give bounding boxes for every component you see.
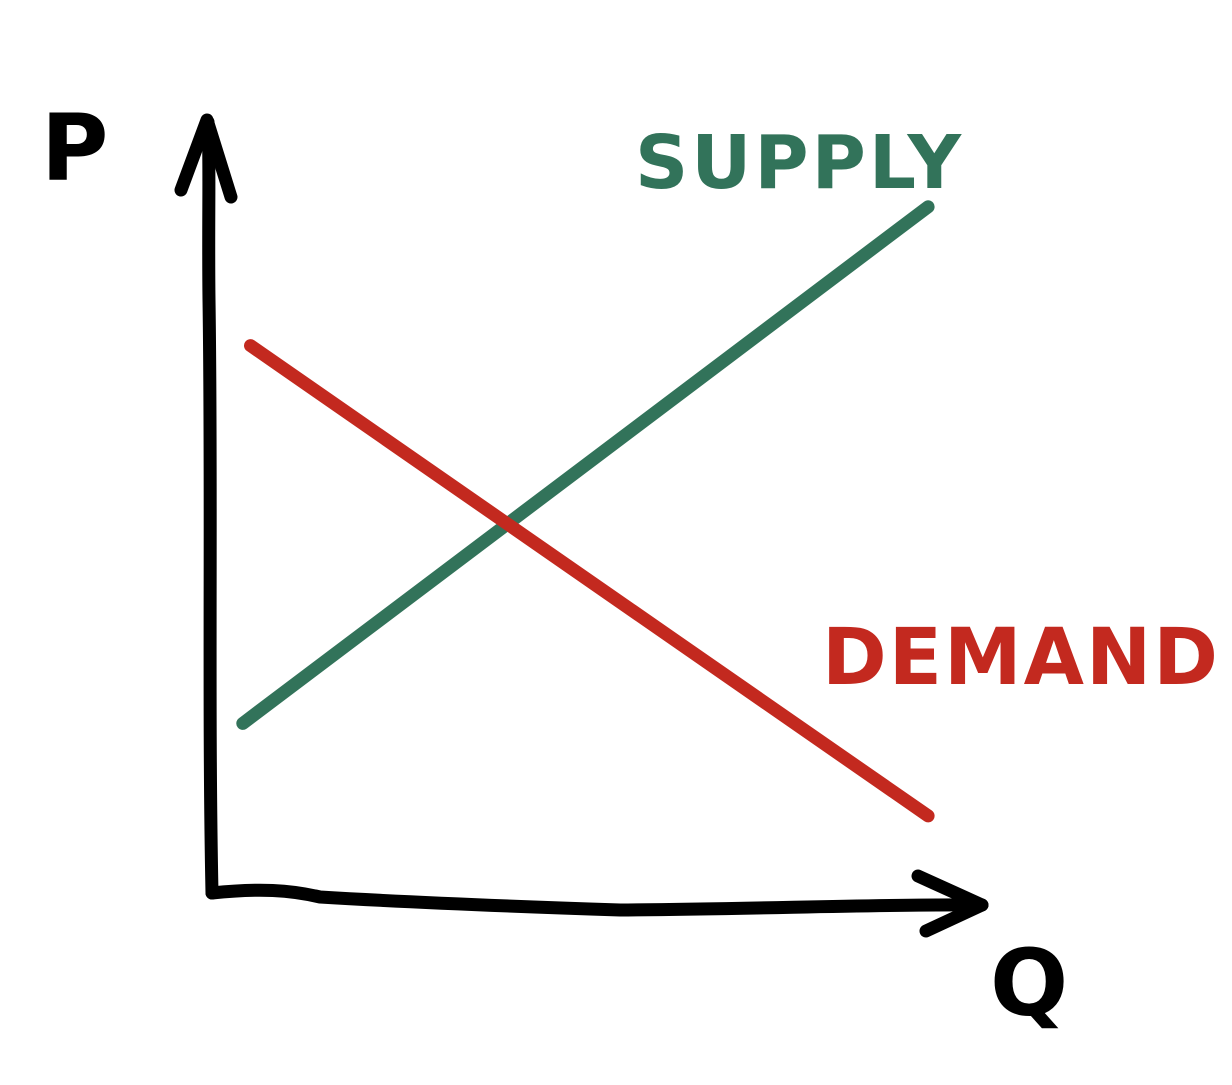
x-axis bbox=[205, 883, 989, 917]
y-axis bbox=[201, 115, 219, 900]
x-axis-arrowhead bbox=[911, 869, 989, 938]
supply-curve bbox=[236, 200, 935, 730]
supply-label: SUPPLY bbox=[635, 120, 964, 206]
x-axis-label: Q bbox=[990, 930, 1068, 1037]
demand-label: DEMAND bbox=[822, 613, 1220, 703]
y-axis-label: P bbox=[41, 95, 108, 202]
demand-curve bbox=[244, 339, 935, 823]
y-axis-arrowhead bbox=[174, 113, 238, 204]
